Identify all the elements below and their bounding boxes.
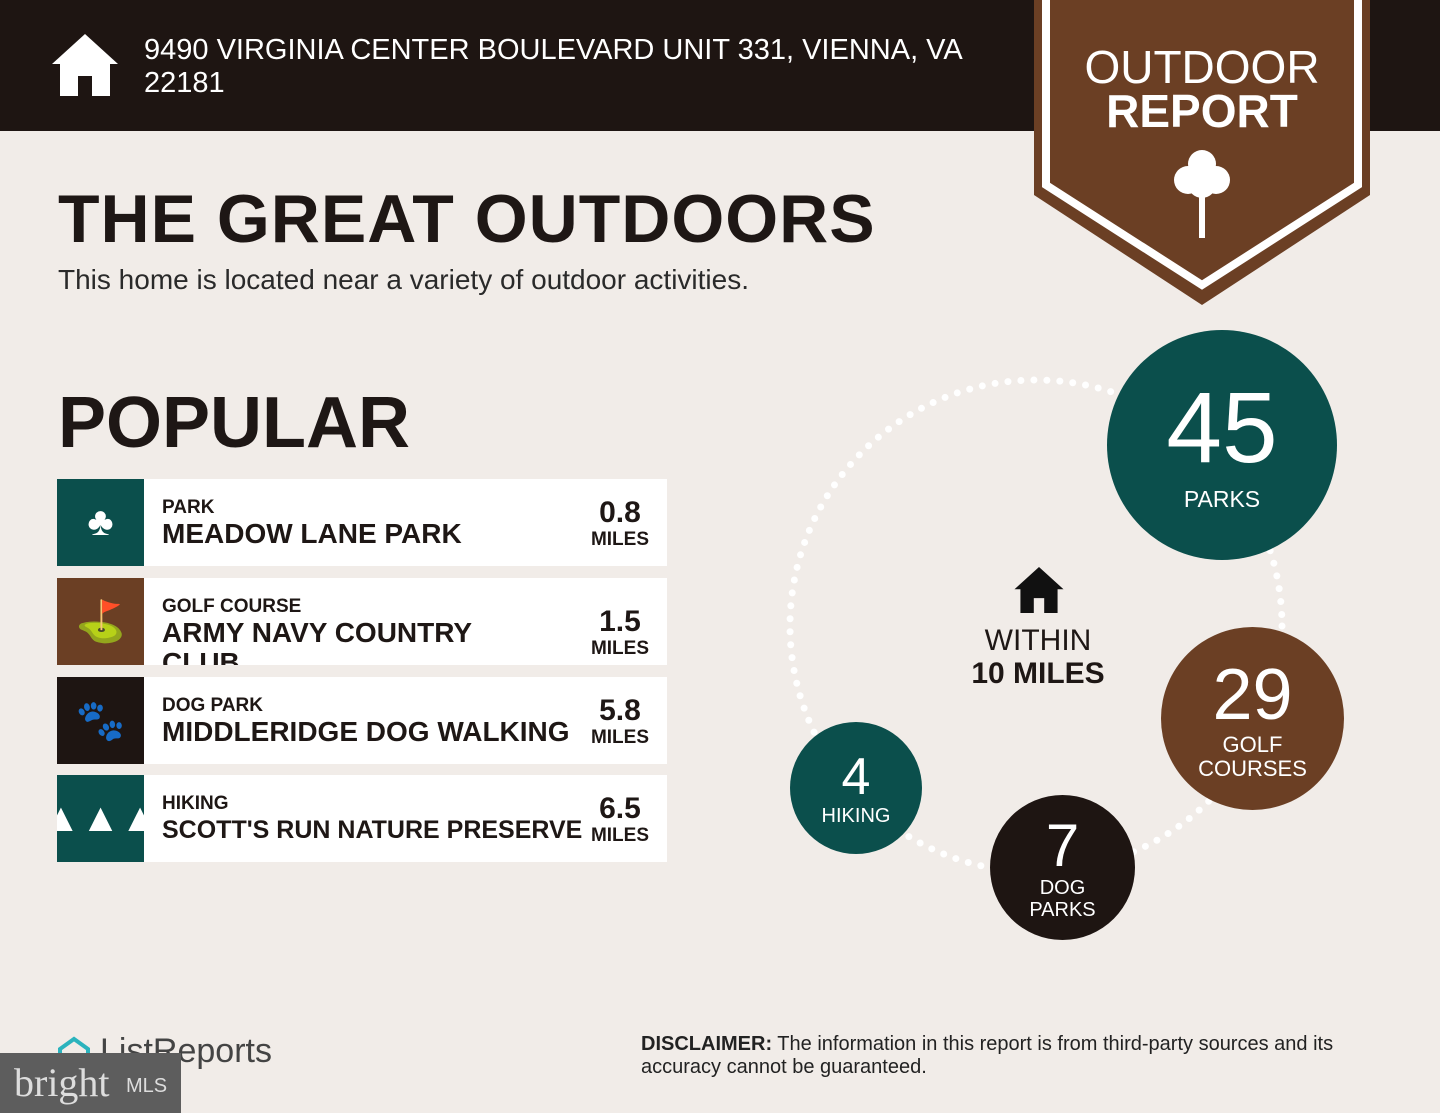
distance-value: 6.5	[599, 792, 641, 825]
item-category: GOLF COURSE	[162, 596, 302, 617]
item-distance: 5.8 MILES	[591, 695, 649, 749]
distance-value: 1.5	[599, 605, 641, 638]
list-item: ▲▲▲ HIKING SCOTT'S RUN NATURE PRESERVE 6…	[57, 775, 667, 862]
disclaimer-label: DISCLAIMER:	[641, 1033, 773, 1055]
radius-label: 10 MILES	[971, 657, 1105, 690]
parks-label: PARKS	[1183, 485, 1261, 512]
list-item: ⛳ GOLF COURSE ARMY NAVY COUNTRY CLUB 1.5…	[57, 578, 667, 665]
dog-label-2: PARKS	[1029, 898, 1096, 921]
bright-mls-logo: bright MLS	[0, 1053, 181, 1113]
item-name: MIDDLERIDGE DOG WALKING	[162, 716, 570, 747]
item-name: SCOTT'S RUN NATURE PRESERVE	[162, 816, 583, 844]
disclaimer-text: The information in this report is from t…	[641, 1033, 1334, 1078]
home-icon	[52, 34, 118, 96]
dog-parks-count-circle: 7 DOG PARKS	[990, 795, 1135, 940]
bright-brand: bright	[14, 1060, 110, 1105]
dog-count: 7	[1045, 811, 1080, 879]
hiking-count-circle: 4 HIKING	[790, 722, 922, 854]
within-label: WITHIN	[984, 624, 1092, 657]
distance-value: 5.8	[599, 694, 641, 727]
home-icon	[1014, 566, 1064, 614]
golf-count: 29	[1212, 654, 1293, 735]
item-distance: 0.8 MILES	[591, 497, 649, 551]
banner-line1: OUTDOOR	[1084, 41, 1320, 93]
golf-label: GOLF	[1222, 731, 1283, 757]
golf-count-circle: 29 GOLF COURSES	[1161, 627, 1344, 810]
distance-unit: MILES	[590, 825, 649, 846]
page-subtitle: This home is located near a variety of o…	[58, 264, 750, 295]
tree-icon	[1174, 150, 1230, 238]
distance-value: 0.8	[599, 496, 641, 529]
distance-unit: MILES	[590, 638, 649, 659]
item-distance: 6.5 MILES	[591, 793, 649, 847]
golf-label-2: COURSES	[1198, 755, 1307, 781]
distance-unit: MILES	[590, 529, 649, 550]
hiking-count: 4	[841, 747, 871, 806]
item-category: PARK	[162, 497, 215, 518]
hiking-label: HIKING	[821, 804, 891, 827]
parks-count: 45	[1166, 371, 1278, 484]
item-distance: 1.5 MILES	[591, 606, 649, 660]
item-name: MEADOW LANE PARK	[162, 518, 462, 549]
dog-label: DOG	[1039, 876, 1086, 899]
mls-label: MLS	[126, 1075, 168, 1097]
pine-trees-icon: ▲▲▲	[57, 775, 160, 862]
parks-count-circle: 45 PARKS	[1107, 330, 1337, 560]
popular-heading: POPULAR	[58, 383, 411, 463]
list-item: 🐾 DOG PARK MIDDLERIDGE DOG WALKING 5.8 MI…	[57, 677, 667, 764]
item-category: HIKING	[162, 793, 229, 814]
banner-line2: REPORT	[1106, 85, 1298, 137]
distance-unit: MILES	[590, 727, 649, 748]
paw-icon: 🐾	[57, 677, 144, 764]
property-address: 9490 VIRGINIA CENTER BOULEVARD UNIT 331,…	[144, 34, 962, 99]
item-category: DOG PARK	[162, 695, 263, 716]
park-icon: ♣	[57, 479, 144, 566]
list-item: ♣ PARK MEADOW LANE PARK 0.8 MILES	[57, 479, 667, 566]
disclaimer: DISCLAIMER: The information in this repo…	[641, 1033, 1401, 1079]
golf-bag-icon: ⛳	[57, 578, 144, 665]
dotted-radius-ring	[786, 376, 1286, 876]
page-title: THE GREAT OUTDOORS	[58, 181, 876, 257]
item-name: ARMY NAVY COUNTRY CLUB	[162, 617, 472, 666]
